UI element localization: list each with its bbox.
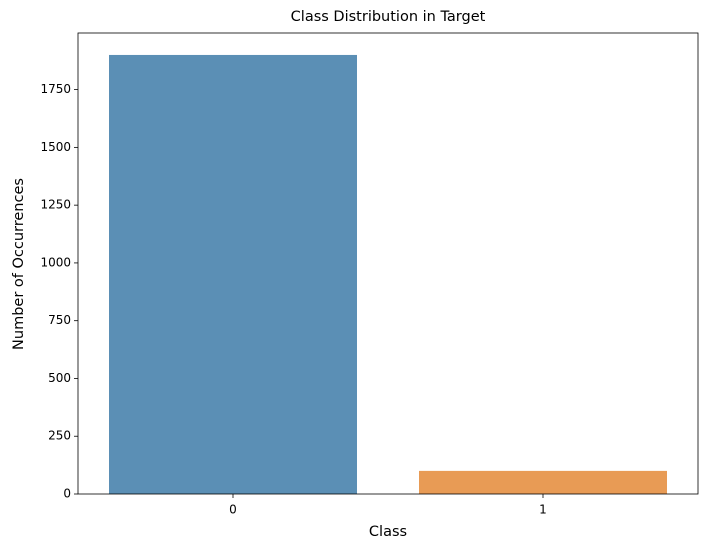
- y-axis-label: Number of Occurrences: [11, 178, 27, 350]
- x-axis-label: Class: [369, 524, 407, 540]
- y-tick-label: 1000: [40, 255, 71, 269]
- plot-frame: [77, 32, 699, 495]
- chart-title: Class Distribution in Target: [291, 9, 486, 25]
- y-tick-label: 1250: [40, 198, 71, 212]
- y-tick-label: 0: [63, 487, 71, 501]
- x-tick-label: 1: [539, 503, 547, 517]
- bar: [419, 470, 667, 494]
- y-tick-label: 750: [48, 313, 71, 327]
- y-tick-label: 500: [48, 371, 71, 385]
- y-tick-label: 1750: [40, 82, 71, 96]
- x-tick-label: 0: [229, 503, 237, 517]
- y-tick-label: 250: [48, 429, 71, 443]
- y-tick-label: 1500: [40, 140, 71, 154]
- bar: [109, 54, 357, 494]
